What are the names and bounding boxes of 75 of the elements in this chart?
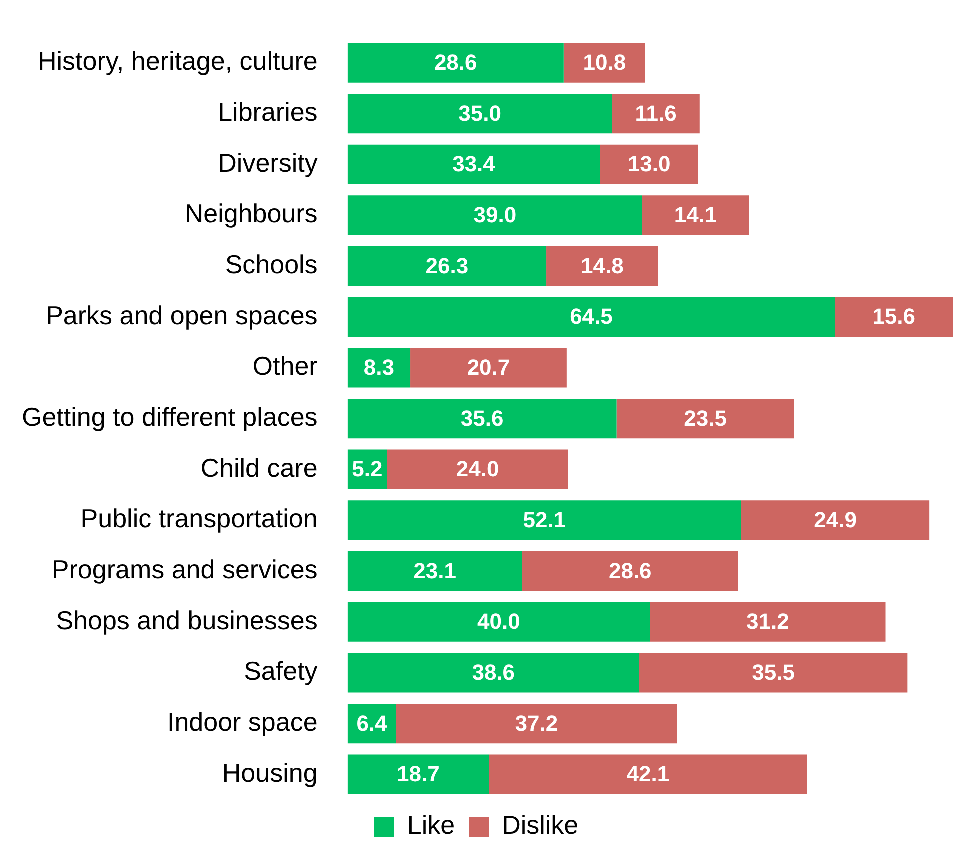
data-label: 42.1 xyxy=(626,762,670,787)
bar xyxy=(348,500,742,540)
bar xyxy=(616,398,794,439)
y-tick-label: Indoor space xyxy=(167,706,318,737)
data-label: 20.7 xyxy=(467,355,510,380)
bar xyxy=(348,398,617,439)
data-label: 35.5 xyxy=(752,660,795,685)
bar xyxy=(348,144,600,184)
bar xyxy=(650,602,886,642)
bar xyxy=(348,348,411,388)
data-label: 24.0 xyxy=(456,456,500,482)
data-label: 31.2 xyxy=(746,609,790,634)
y-tick-label: Parks and open spaces xyxy=(46,300,318,330)
y-tick-label: History, heritage, culture xyxy=(38,46,318,76)
data-label: 23.1 xyxy=(414,558,456,584)
bar xyxy=(348,246,547,286)
data-label: 28.6 xyxy=(434,50,478,76)
data-label: 6.4 xyxy=(356,710,388,736)
bar xyxy=(396,704,678,744)
data-label: 35.0 xyxy=(458,100,502,126)
y-tick-label: Schools xyxy=(225,249,318,280)
bar xyxy=(387,450,568,490)
data-label: 8.3 xyxy=(364,355,394,380)
y-tick-label: Programs and services xyxy=(52,554,318,584)
data-label: 23.5 xyxy=(684,406,727,431)
y-tick-label: Getting to different places xyxy=(22,402,318,432)
data-label: 37.2 xyxy=(515,710,558,736)
bar xyxy=(642,196,750,236)
bar xyxy=(522,551,738,592)
data-label: 40.0 xyxy=(478,609,520,634)
y-tick-label: Shops and businesses xyxy=(56,605,318,636)
bar xyxy=(741,500,930,540)
bar xyxy=(639,653,908,693)
bar xyxy=(546,246,658,286)
data-label: 39.0 xyxy=(474,202,517,228)
bar xyxy=(348,43,564,83)
data-label: 18.7 xyxy=(397,762,440,787)
y-tick-label: Public transportation xyxy=(80,504,318,534)
bar xyxy=(600,144,698,184)
data-label: 52.1 xyxy=(523,508,566,533)
bar xyxy=(348,551,522,592)
data-label: 26.3 xyxy=(426,253,469,278)
bar xyxy=(348,196,642,236)
y-tick-label: Housing xyxy=(222,758,318,788)
bar xyxy=(348,297,836,337)
legend-label: Dislike xyxy=(502,810,579,840)
bar xyxy=(835,297,953,337)
data-label: 38.6 xyxy=(472,660,516,685)
data-label: 14.1 xyxy=(674,202,718,228)
bar xyxy=(564,43,646,83)
data-label: 10.8 xyxy=(583,50,626,76)
y-tick-label: Other xyxy=(252,351,318,382)
y-tick-label: Safety xyxy=(244,656,318,686)
bar xyxy=(348,653,640,693)
legend-label: Like xyxy=(407,810,456,840)
y-tick-label: Neighbours xyxy=(184,198,318,229)
data-label: 24.9 xyxy=(814,508,857,533)
bar xyxy=(410,348,567,388)
y-tick-label: Child care xyxy=(200,452,318,483)
y-tick-label: Libraries xyxy=(218,97,318,128)
data-label: 15.6 xyxy=(872,304,916,330)
data-label: 64.5 xyxy=(570,304,613,330)
bar xyxy=(348,602,650,642)
data-label: 33.4 xyxy=(452,152,496,177)
bar xyxy=(348,94,612,134)
data-label: 11.6 xyxy=(635,100,677,126)
data-label: 13.0 xyxy=(628,152,671,177)
y-tick-label: Diversity xyxy=(218,148,318,178)
bar xyxy=(348,754,490,794)
bar xyxy=(489,754,808,794)
data-label: 35.6 xyxy=(460,406,504,431)
data-label: 5.2 xyxy=(352,456,383,482)
data-label: 14.8 xyxy=(581,253,624,278)
data-label: 28.6 xyxy=(608,558,652,584)
bar xyxy=(612,94,700,134)
